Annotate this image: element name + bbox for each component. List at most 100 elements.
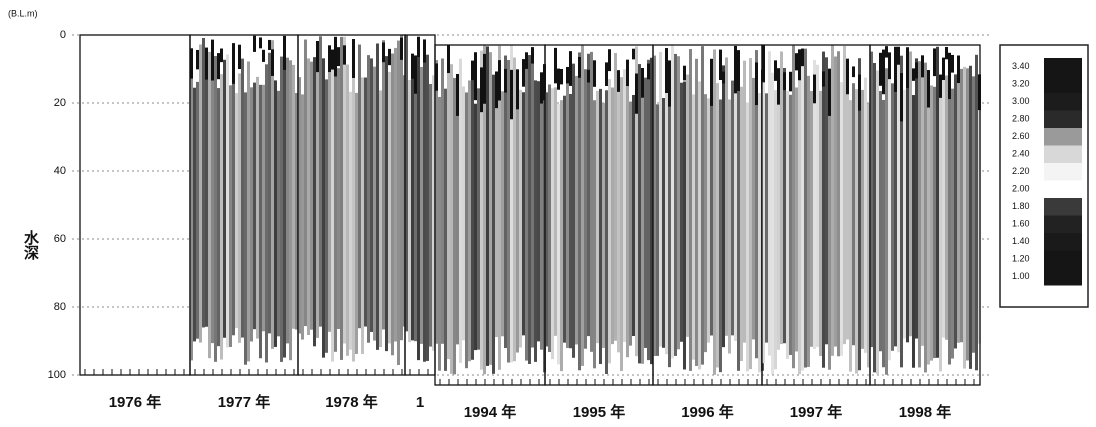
shading — [253, 35, 256, 52]
legend-label: 1.80 — [1012, 201, 1030, 211]
shading — [250, 87, 253, 342]
shading — [211, 39, 214, 81]
shading — [510, 69, 513, 120]
shading — [969, 65, 972, 369]
shading — [578, 56, 581, 78]
shading — [701, 46, 704, 365]
shading — [331, 69, 334, 362]
shading — [432, 75, 435, 351]
shading — [888, 76, 891, 361]
shading — [972, 76, 975, 353]
shading — [337, 47, 340, 67]
shading — [828, 75, 831, 370]
shading — [822, 71, 825, 87]
shading — [534, 80, 537, 362]
shading — [689, 49, 692, 371]
shading — [683, 65, 686, 81]
shading — [471, 60, 474, 81]
shading — [217, 88, 220, 347]
shading — [596, 90, 599, 344]
shading — [456, 87, 459, 345]
shading — [882, 99, 885, 368]
shading — [382, 42, 385, 63]
shading — [734, 79, 737, 342]
shading — [575, 75, 578, 345]
shading — [668, 60, 671, 107]
shading — [885, 46, 888, 58]
shading — [975, 54, 978, 371]
shading — [948, 52, 951, 100]
legend-swatch — [1044, 110, 1082, 128]
shading — [331, 49, 334, 70]
shading — [238, 44, 241, 70]
shading — [217, 53, 220, 80]
shading — [262, 84, 265, 332]
y-tick-label: 0 — [60, 29, 66, 41]
shading — [489, 52, 492, 365]
shading — [939, 74, 942, 98]
shading — [614, 53, 617, 341]
legend-swatch — [1044, 180, 1082, 198]
shading — [587, 69, 590, 83]
shading — [795, 53, 798, 71]
shading — [858, 58, 861, 371]
shading — [262, 49, 265, 62]
shading — [435, 60, 438, 344]
shading — [408, 80, 411, 343]
shading — [882, 49, 885, 95]
shading — [843, 45, 846, 345]
shading — [707, 98, 710, 343]
shading — [391, 53, 394, 356]
shading — [232, 49, 235, 336]
shading — [804, 48, 807, 368]
shading — [966, 68, 969, 361]
shading — [813, 59, 816, 350]
shading — [385, 56, 388, 352]
shading — [641, 68, 644, 98]
shading — [557, 68, 560, 90]
legend-label: 2.00 — [1012, 184, 1030, 194]
shading — [731, 80, 734, 336]
shading — [196, 81, 199, 339]
shading — [876, 70, 879, 375]
shading — [774, 90, 777, 370]
legend-swatch — [1044, 128, 1082, 146]
shading — [644, 77, 647, 348]
shading — [405, 35, 408, 332]
shading — [411, 53, 414, 341]
shading — [945, 46, 948, 60]
shading — [734, 45, 737, 94]
shading — [864, 77, 867, 353]
y-tick-label: 80 — [54, 301, 66, 313]
shading — [298, 77, 301, 334]
shading — [665, 65, 668, 355]
shading — [587, 53, 590, 337]
shading — [531, 47, 534, 64]
shading — [304, 39, 307, 327]
shading — [798, 61, 801, 375]
shading — [768, 51, 771, 356]
shading — [915, 58, 918, 339]
shading — [214, 56, 217, 362]
shading — [783, 68, 786, 344]
shading — [617, 70, 620, 353]
shading — [480, 67, 483, 113]
shading — [704, 94, 707, 353]
shading — [554, 87, 557, 336]
shading — [316, 44, 319, 338]
shading — [758, 93, 761, 373]
shading — [888, 52, 891, 80]
y-tick-label: 20 — [54, 97, 66, 109]
shading — [504, 55, 507, 349]
shading — [951, 88, 954, 359]
shading — [414, 91, 417, 342]
shading — [504, 68, 507, 93]
shading — [900, 73, 903, 122]
shading — [259, 84, 262, 359]
shading — [352, 59, 355, 362]
shading — [367, 55, 370, 343]
shading — [581, 45, 584, 366]
shading — [855, 89, 858, 374]
shading — [819, 90, 822, 357]
